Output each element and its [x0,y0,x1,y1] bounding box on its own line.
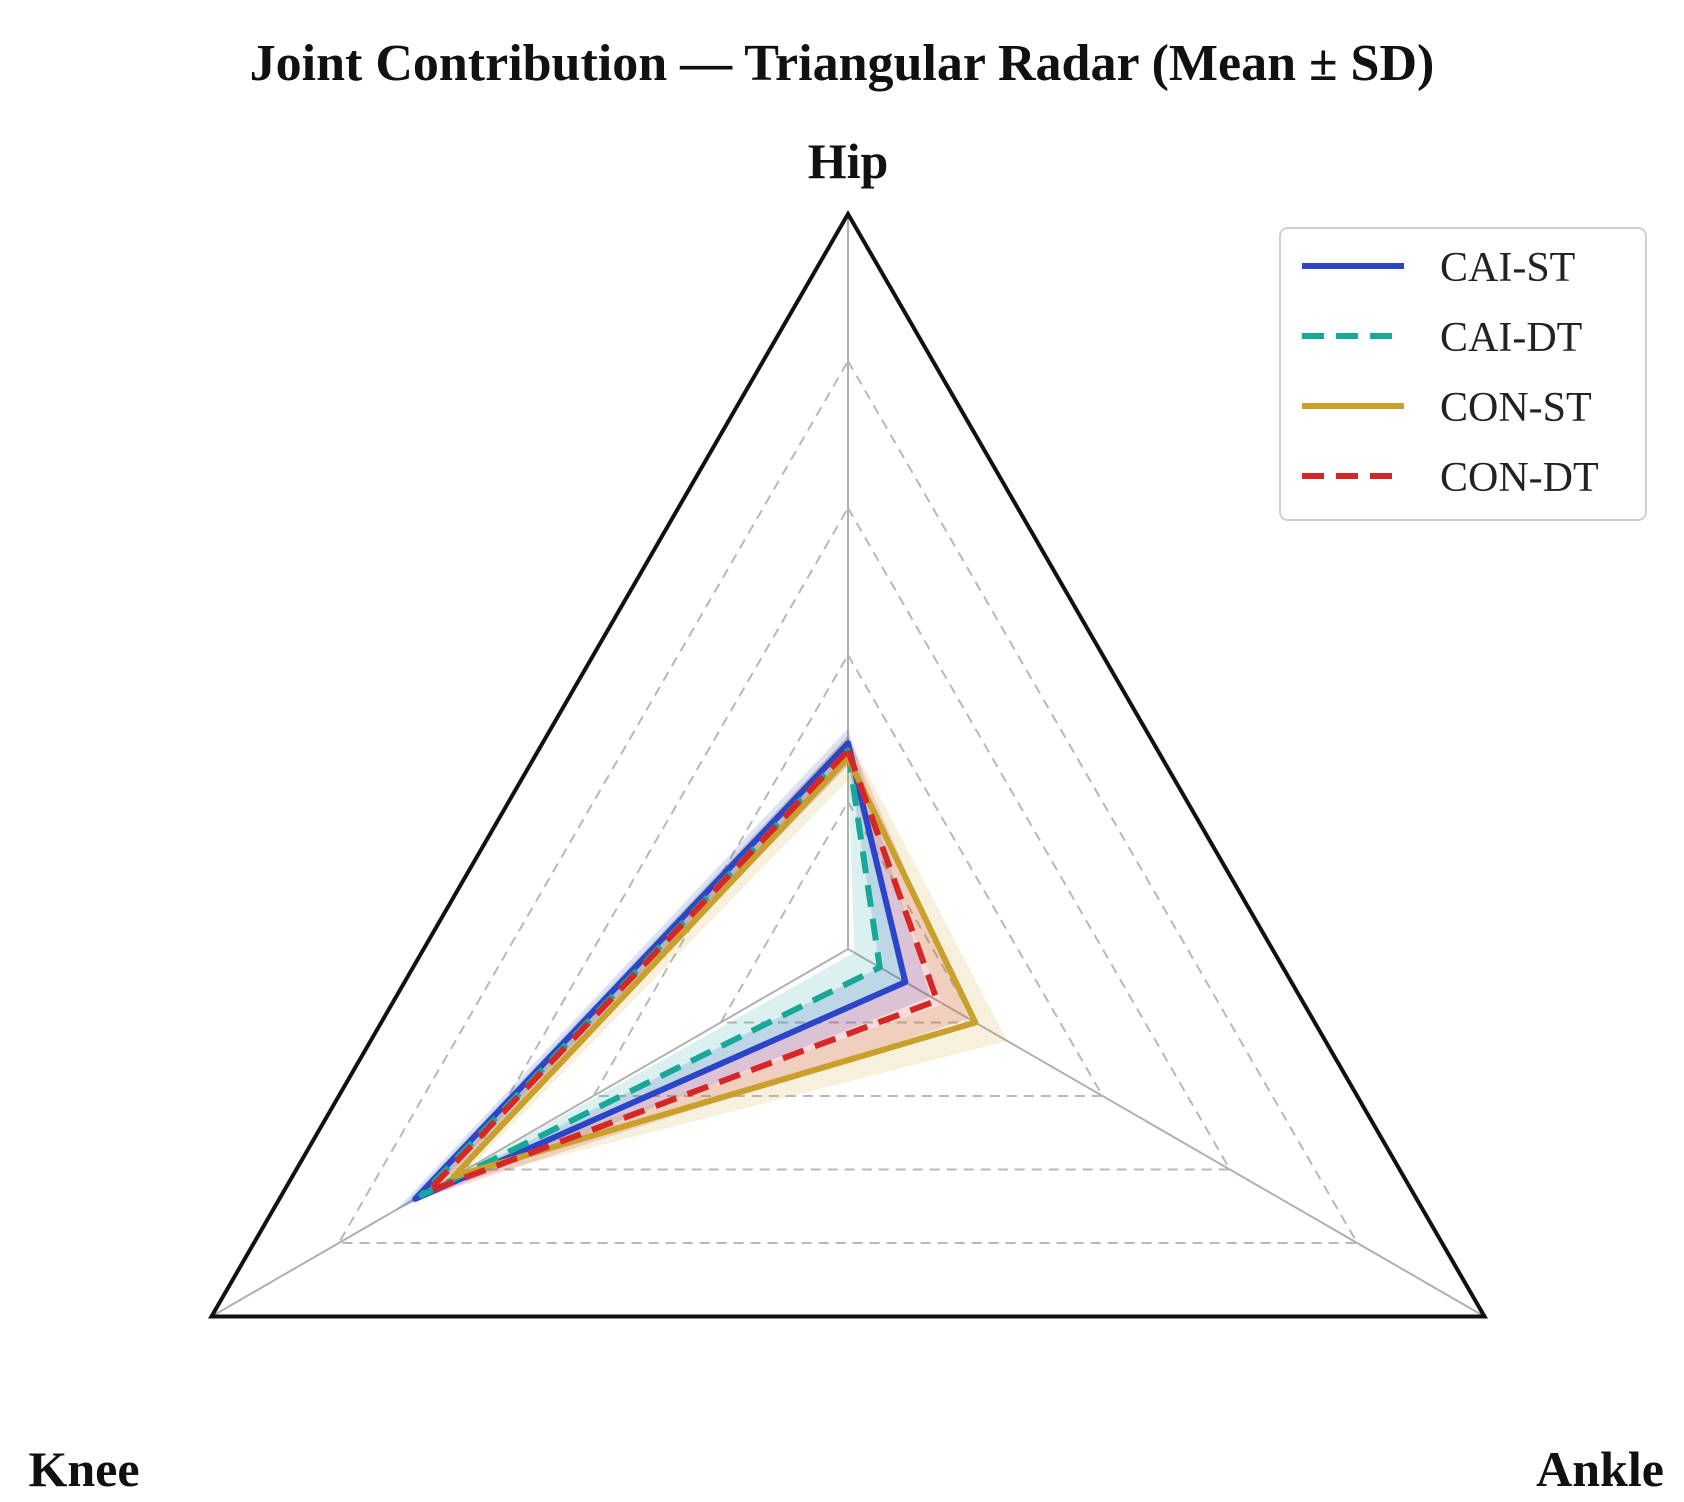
chart-title: Joint Contribution — Triangular Radar (M… [250,35,1435,92]
grid-layer [337,358,1359,1244]
series-line-cai-dt [418,747,883,1199]
axis-label-knee: Knee [28,1441,139,1497]
series-line-con-st [450,754,979,1180]
legend: CAI-ST CAI-DT CON-ST CON-DT [1279,227,1647,521]
spoke-knee [210,948,849,1318]
series-line-cai-st [412,740,909,1202]
spoke-ankle [847,948,1486,1318]
legend-label-cai-dt: CAI-DT [1440,315,1582,361]
axis-label-hip: Hip [808,133,889,189]
axis-label-ankle: Ankle [1536,1441,1664,1497]
legend-label-con-st: CON-ST [1440,385,1592,431]
sd-band-con-st [434,735,1008,1188]
grid-ring-3 [464,505,1232,1171]
spokes-layer [210,214,1486,1318]
outer-triangle [208,209,1488,1319]
legend-frame [1279,227,1647,521]
grid-ring-1 [718,799,978,1024]
series-lines-layer [412,740,979,1202]
legend-label-cai-st: CAI-ST [1440,245,1575,291]
legend-label-con-dt: CON-DT [1440,455,1599,501]
